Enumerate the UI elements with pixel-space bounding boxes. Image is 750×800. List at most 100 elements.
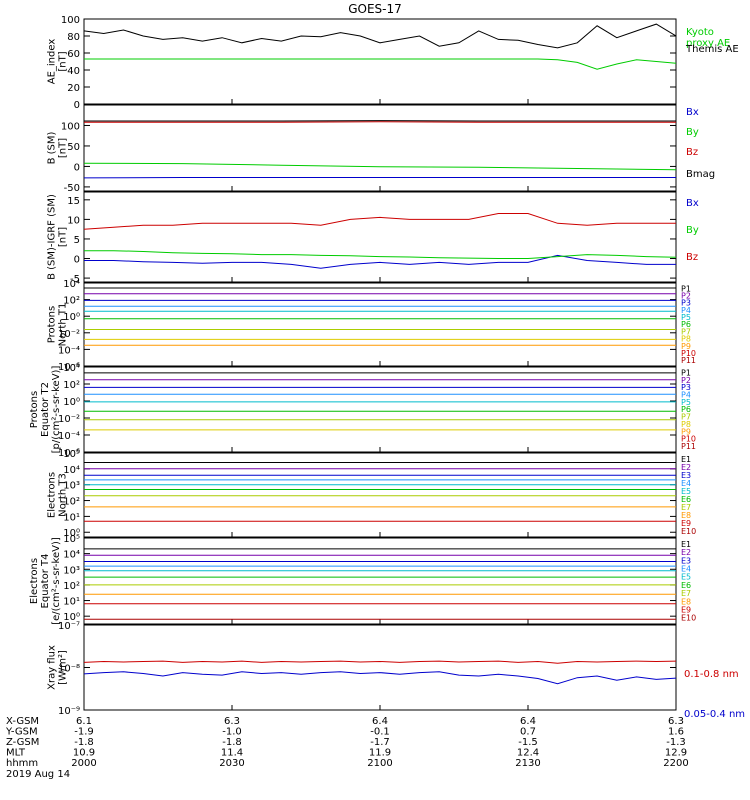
xaxis-row-value: -1.3	[666, 737, 686, 748]
panel-en-legend-e9: E9	[681, 519, 691, 528]
panel-en-frame	[83, 452, 677, 538]
panel-bsm-legend-bmag: Bmag	[686, 169, 715, 180]
xaxis-row-label: hhmm	[6, 758, 38, 769]
panel-en-legend-e1: E1	[681, 455, 691, 464]
panel-en-ylabel: Electrons	[47, 472, 58, 518]
panel-xray-frame	[83, 624, 677, 711]
panel-en-legend-e7: E7	[681, 503, 691, 512]
panel-ae-series-themis-ae	[84, 23, 676, 49]
panel-pe-legend-p3: P3	[681, 383, 691, 392]
panel-pe-legend-p5: P5	[681, 398, 691, 407]
panel-pn-legend-p9: P9	[681, 342, 691, 351]
panel-pe-ylabel: Equator T2	[40, 382, 51, 437]
panel-ee-ylabel: [e/(cm²-s-sr-keV)]	[51, 537, 62, 625]
panel-xray-series-0-1-0-8-nm	[84, 660, 676, 664]
panel-ae-ytick-label: 20	[67, 83, 80, 94]
xaxis-row-value: -1.8	[222, 737, 242, 748]
xaxis-row-label: Z-GSM	[6, 737, 39, 748]
xaxis-row-value: 6.3	[668, 716, 684, 727]
panel-ee-ytick-label: 10³	[63, 565, 80, 576]
panel-ae-ytick-label: 100	[61, 15, 80, 26]
xaxis-row-value: -1.7	[370, 737, 390, 748]
panel-pe-legend-p4: P4	[681, 391, 691, 400]
xaxis-row-value: -1.8	[74, 737, 94, 748]
panel-bsm-ytick-label: 50	[67, 142, 80, 153]
xaxis-row-label: Y-GSM	[5, 727, 38, 738]
panel-xray-ylabel: [W/m²]	[58, 650, 69, 685]
panel-ee-ytick-label: 10¹	[63, 597, 80, 608]
panel-pe-ylabel: [p/(cm²-s-sr-keV)]	[51, 366, 62, 454]
panel-pe-legend-p6: P6	[681, 405, 691, 414]
panel-xray-ytick-label: 10⁻⁷	[58, 621, 80, 632]
xaxis-row-value: 2030	[219, 758, 244, 769]
xaxis-row-value: 12.4	[517, 748, 539, 759]
panel-bigrf-legend-by: By	[686, 225, 699, 236]
panel-xray-legend-0-05-0-4-nm: 0.05-0.4 nm	[684, 709, 745, 720]
panel-pn-ylabel: Protons	[47, 306, 58, 343]
panel-bigrf-ytick-label: -5	[70, 274, 80, 285]
xaxis-row-value: 2200	[663, 758, 688, 769]
panel-pe-ytick-label: 10²	[63, 380, 80, 391]
xaxis-row-value: -0.1	[370, 727, 390, 738]
panel-ee-ytick-label: 10²	[63, 581, 80, 592]
panel-pn-ytick-label: 10⁻⁴	[58, 345, 80, 356]
panel-bigrf-ytick-label: 5	[74, 235, 80, 246]
panel-ee-legend-e1: E1	[681, 540, 691, 549]
panel-en-ytick-label: 10²	[63, 497, 80, 508]
panel-ee-legend-e3: E3	[681, 556, 691, 565]
panel-pe-ylabel: Protons	[29, 391, 40, 428]
panel-pn-ytick-label: 10²	[63, 296, 80, 307]
panel-en-legend-e5: E5	[681, 487, 691, 496]
panel-pe-legend-p10: P10	[681, 435, 696, 444]
panel-bigrf-frame	[83, 191, 677, 283]
panel-ee-ylabel: Equator T4	[40, 554, 51, 609]
panel-ae-ylabel: [nT]	[58, 51, 69, 71]
panel-en-ytick-label: 10⁵	[63, 449, 80, 460]
panel-en-ytick-label: 10⁰	[63, 528, 80, 539]
panel-ae-ytick-label: 60	[67, 49, 80, 60]
panel-ee-legend-e4: E4	[681, 565, 691, 574]
panel-ee-ylabel: Electrons	[29, 558, 40, 604]
panel-ae-legend-kyoto-proxy-ae: Kyoto	[686, 27, 714, 38]
panel-pn-legend-p1: P1	[681, 284, 691, 293]
xaxis-row-value: 6.4	[520, 716, 536, 727]
panel-pn-ytick-label: 10⁰	[63, 312, 80, 323]
panel-pe-legend-p1: P1	[681, 368, 691, 377]
panel-pn-legend-p5: P5	[681, 313, 691, 322]
panel-ee-frame	[83, 537, 677, 625]
panel-pe-legend-p11: P11	[681, 442, 696, 451]
panel-pe-legend-p9: P9	[681, 427, 691, 436]
panel-ae-series-kyoto-proxy-ae	[84, 58, 676, 70]
xaxis-row-value: 2000	[71, 758, 96, 769]
panel-en-ytick-label: 10¹	[63, 512, 80, 523]
panel-en-legend-e2: E2	[681, 463, 691, 472]
panel-ae-legend-themis-ae: Themis AE	[685, 44, 739, 55]
panel-bigrf-ytick-label: 15	[67, 196, 80, 207]
panel-pe-legend-p2: P2	[681, 376, 691, 385]
xaxis-row-value: 2130	[515, 758, 540, 769]
panel-ee-legend-e8: E8	[681, 597, 691, 606]
panel-ee-ytick-label: 10⁵	[63, 534, 80, 545]
xaxis-row-value: -1.5	[518, 737, 538, 748]
panel-bigrf-legend-bz: Bz	[686, 252, 698, 263]
panel-en-legend-e10: E10	[681, 527, 696, 536]
panel-pn-legend-p11: P11	[681, 356, 696, 365]
panel-pn-legend-p10: P10	[681, 349, 696, 358]
xaxis-row-value: 10.9	[73, 748, 95, 759]
xaxis-row-value: 6.1	[76, 716, 92, 727]
panel-en-legend-e4: E4	[681, 479, 691, 488]
panel-xray-ylabel: Xray flux	[47, 645, 58, 690]
panel-pn-legend-p7: P7	[681, 327, 691, 336]
panel-pe-ytick-label: 10⁴	[63, 363, 80, 374]
xaxis-row-value: 2100	[367, 758, 392, 769]
panel-bsm-ytick-label: 0	[74, 162, 80, 173]
panel-bsm-legend-bx: Bx	[686, 107, 699, 118]
panel-xray-ytick-label: 10⁻⁸	[58, 664, 80, 675]
xaxis-row-value: 0.7	[520, 727, 536, 738]
panel-ae-ylabel: AE_index	[47, 39, 58, 85]
panel-pn-frame	[83, 282, 677, 367]
panel-en-legend-e3: E3	[681, 471, 691, 480]
panel-bigrf-ytick-label: 0	[74, 255, 80, 266]
panel-pn-legend-p2: P2	[681, 291, 691, 300]
